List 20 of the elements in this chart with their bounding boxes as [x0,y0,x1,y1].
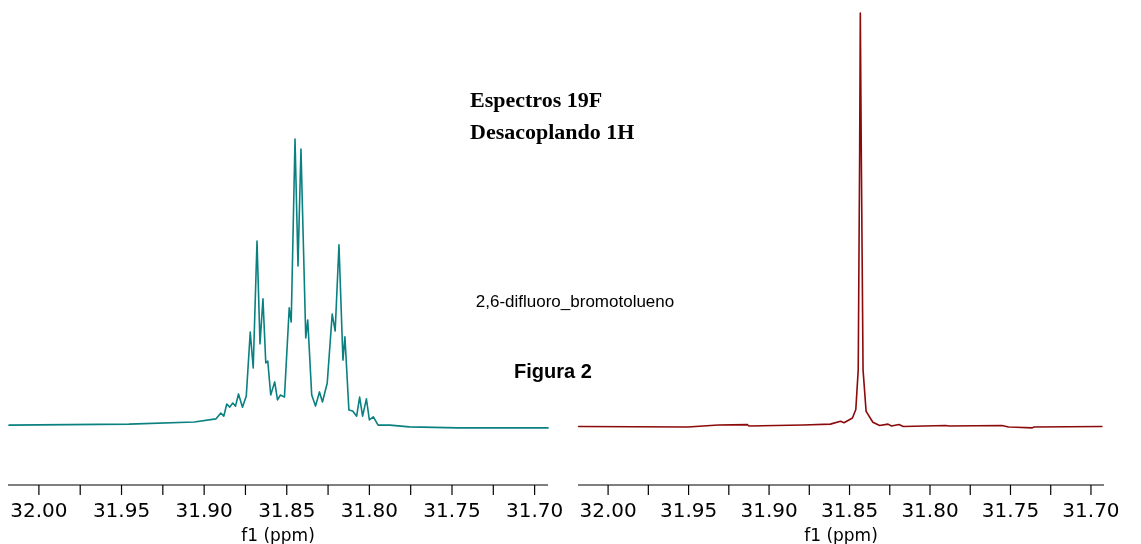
x-tick-label: 31.70 [505,498,564,522]
x-axis-title: f1 (ppm) [804,525,878,544]
x-tick-label: 31.85 [820,498,879,522]
x-tick-label: 32.00 [579,498,637,522]
x-tick-label: 31.75 [981,498,1040,522]
x-tick-label: 31.90 [175,498,233,522]
x-tick-label: 31.95 [659,498,718,522]
x-tick-label: 31.90 [740,498,798,522]
x-tick-label: 31.80 [340,498,399,522]
annotation: 2,6-difluoro_bromotolueno [475,292,675,311]
chart-subtitle: Desacoplando 1H [470,119,635,144]
x-tick-label: 31.95 [92,498,151,522]
x-axis-title: f1 (ppm) [241,525,315,544]
annotation: Figura 2 [514,360,592,382]
x-tick-label: 32.00 [10,498,68,522]
x-tick-label: 31.80 [901,498,959,522]
chart-title: Espectros 19F [470,87,603,112]
x-tick-label: 31.75 [423,498,481,522]
x-tick-label: 31.85 [258,498,316,522]
x-tick-label: 31.70 [1062,498,1120,522]
